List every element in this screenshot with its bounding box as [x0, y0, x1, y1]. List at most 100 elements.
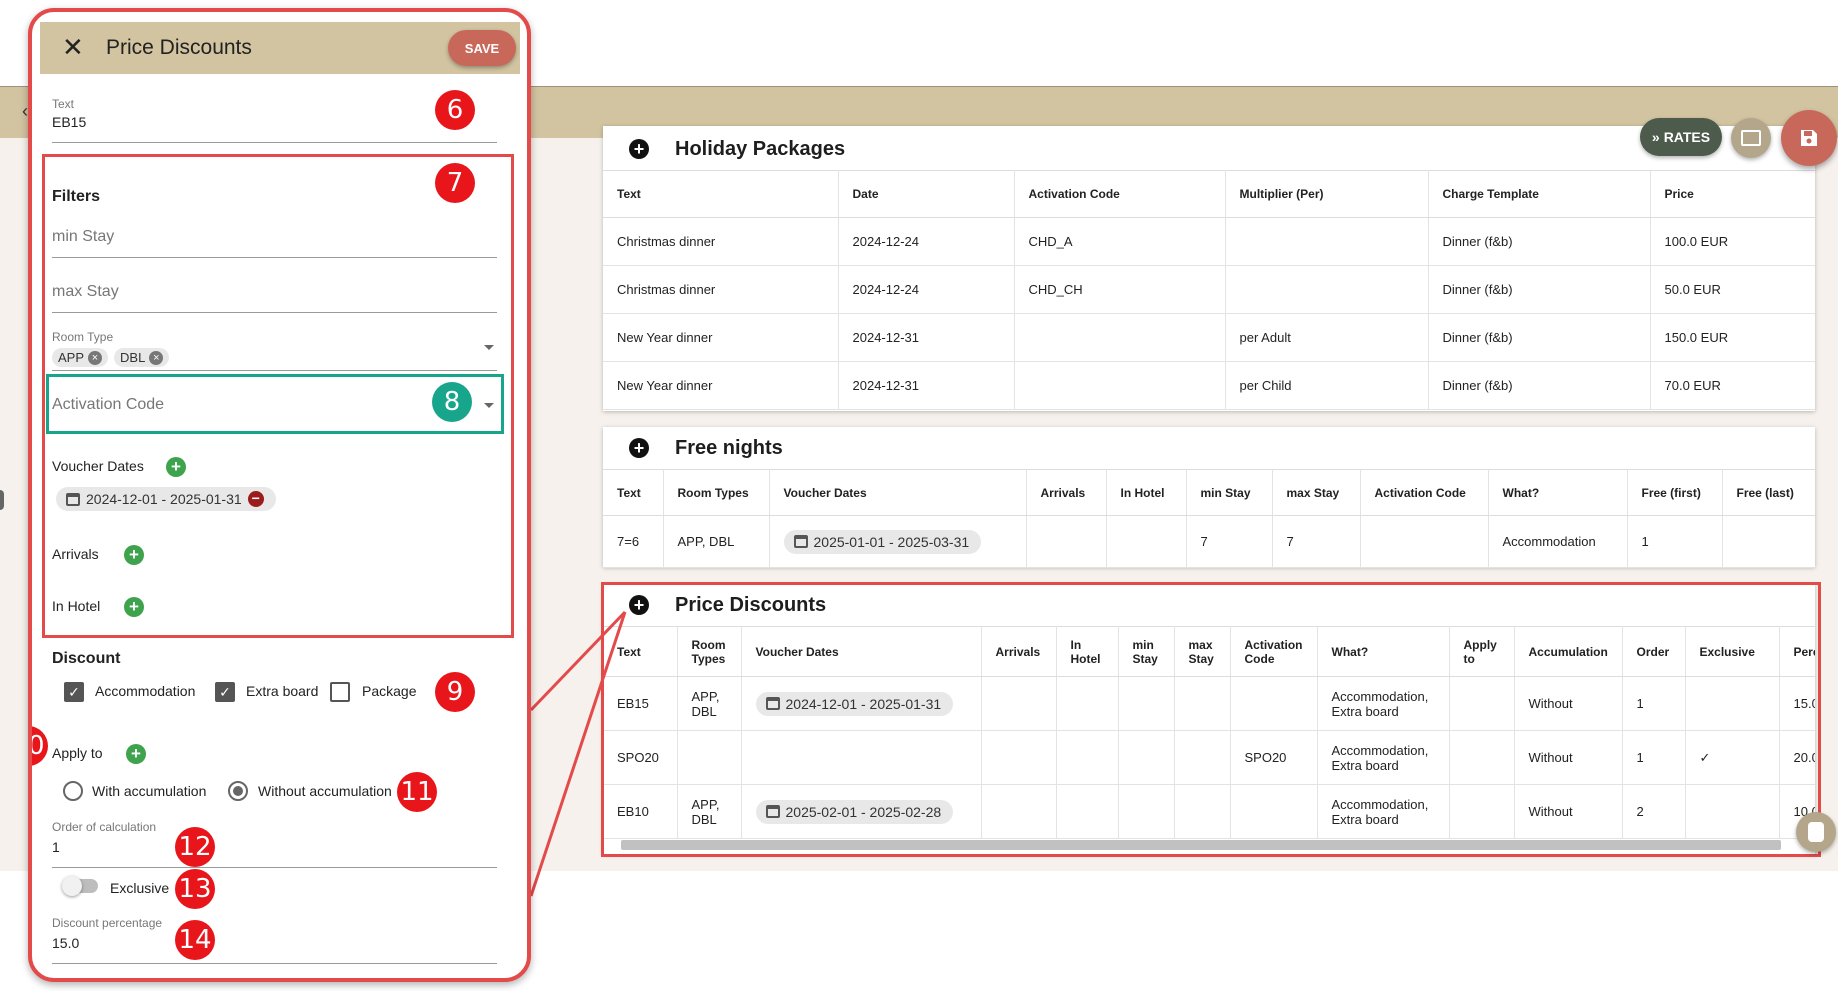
extra-board-checkbox[interactable]: ✓: [215, 682, 235, 702]
table-cell: [1118, 730, 1175, 785]
table-row[interactable]: New Year dinner 2024-12-31 per Adult Dinner…: [603, 313, 1815, 362]
close-icon[interactable]: ✕: [62, 32, 84, 62]
table-cell: [981, 730, 1057, 785]
exclusive-toggle[interactable]: [62, 874, 98, 898]
column-header[interactable]: Activation Code: [1360, 469, 1489, 516]
table-row[interactable]: EB10 APP, DBL 2025-02-01 - 2025-02-28 Accom…: [603, 784, 1815, 839]
column-header[interactable]: What?: [1488, 469, 1628, 516]
order-input[interactable]: 1: [52, 839, 60, 855]
rates-button[interactable]: » RATES: [1640, 118, 1722, 156]
table-cell: 2024-12-31: [838, 313, 1015, 362]
remove-chip-icon[interactable]: ×: [88, 350, 103, 365]
column-header[interactable]: min Stay: [1118, 626, 1175, 677]
column-header[interactable]: Free (first): [1627, 469, 1723, 516]
floppy-save-button[interactable]: [1781, 110, 1837, 166]
table-cell: 50.0 EUR: [1650, 265, 1815, 314]
add-arrivals-icon[interactable]: +: [124, 545, 144, 565]
holiday-packages-title: Holiday Packages: [675, 138, 846, 160]
table-row[interactable]: SPO20 SPO20 Accommodation, Extra board With…: [603, 730, 1815, 785]
add-apply-to-icon[interactable]: +: [126, 744, 146, 764]
badge-6: 6: [435, 90, 475, 130]
table-row[interactable]: Christmas dinner 2024-12-24 CHD_CH Dinner (…: [603, 265, 1815, 314]
table-cell: SPO20: [603, 730, 678, 785]
badge-7: 7: [435, 163, 475, 203]
table-cell: Without: [1514, 784, 1623, 839]
column-header[interactable]: Date: [838, 170, 1015, 218]
room-type-chip[interactable]: DBL ×: [114, 348, 170, 367]
column-header[interactable]: Order: [1622, 626, 1686, 677]
remove-date-icon[interactable]: −: [247, 491, 264, 507]
column-header[interactable]: Percer: [1779, 626, 1815, 677]
column-header[interactable]: Multiplier (Per): [1225, 170, 1429, 218]
column-header[interactable]: Exclusive: [1685, 626, 1780, 677]
free-nights-title: Free nights: [675, 437, 783, 459]
column-header[interactable]: Charge Template: [1428, 170, 1651, 218]
table-cell: 2025-01-01 - 2025-03-31: [769, 515, 1027, 568]
column-header[interactable]: Apply to: [1449, 626, 1515, 677]
expand-button[interactable]: [1731, 118, 1771, 158]
max-stay-underline: [52, 312, 497, 313]
table-cell: ✓: [1685, 730, 1780, 785]
date-range-chip: 2025-02-01 - 2025-02-28: [755, 799, 954, 824]
table-cell: EB15: [603, 676, 678, 731]
column-header[interactable]: Text: [603, 170, 839, 218]
voucher-dates-chip[interactable]: 2024-12-01 - 2025-01-31 −: [56, 487, 276, 511]
column-header[interactable]: In Hotel: [1056, 626, 1119, 677]
room-type-dropdown-icon[interactable]: [484, 345, 494, 350]
column-header[interactable]: Voucher Dates: [769, 469, 1027, 516]
save-button[interactable]: SAVE: [448, 30, 516, 66]
column-header[interactable]: Voucher Dates: [741, 626, 982, 677]
add-free-night-icon[interactable]: +: [629, 438, 649, 458]
column-header[interactable]: min Stay: [1186, 469, 1273, 516]
column-header[interactable]: Price: [1650, 170, 1815, 218]
add-holiday-package-icon[interactable]: +: [629, 139, 649, 159]
column-header[interactable]: What?: [1317, 626, 1450, 677]
table-cell: 1: [1622, 730, 1686, 785]
drag-handle-icon[interactable]: [0, 490, 4, 510]
exclusive-label: Exclusive: [110, 880, 170, 896]
with-accumulation-radio[interactable]: [63, 781, 83, 801]
table-row[interactable]: Christmas dinner 2024-12-24 CHD_A Dinner (f…: [603, 217, 1815, 266]
add-in-hotel-icon[interactable]: +: [124, 597, 144, 617]
min-stay-input[interactable]: min Stay: [52, 228, 115, 245]
table-cell: APP, DBL: [677, 676, 742, 731]
room-type-chip[interactable]: APP ×: [52, 348, 109, 367]
add-voucher-date-icon[interactable]: +: [166, 457, 186, 477]
text-field-input[interactable]: EB15: [52, 114, 87, 130]
table-cell: [981, 784, 1057, 839]
help-widget-button[interactable]: [1796, 812, 1836, 852]
add-price-discount-icon[interactable]: +: [629, 595, 649, 615]
column-header[interactable]: Room Types: [677, 626, 742, 677]
column-header[interactable]: Text: [603, 626, 678, 677]
table-cell: [1685, 676, 1780, 731]
table-row[interactable]: New Year dinner 2024-12-31 per Child Dinner…: [603, 361, 1815, 410]
max-stay-input[interactable]: max Stay: [52, 283, 119, 300]
table-cell: [1360, 515, 1489, 568]
accommodation-checkbox[interactable]: ✓: [64, 682, 84, 702]
column-header[interactable]: Free (last): [1722, 469, 1815, 516]
column-header[interactable]: max Stay: [1174, 626, 1231, 677]
remove-chip-icon[interactable]: ×: [149, 350, 164, 365]
discount-percentage-input[interactable]: 15.0: [52, 935, 80, 951]
column-header[interactable]: Arrivals: [1026, 469, 1107, 516]
column-header[interactable]: In Hotel: [1106, 469, 1187, 516]
column-header[interactable]: max Stay: [1272, 469, 1361, 516]
back-arrow-icon[interactable]: ‹: [22, 101, 28, 121]
column-header[interactable]: Accumulation: [1514, 626, 1623, 677]
column-header[interactable]: Text: [603, 469, 664, 516]
room-type-select[interactable]: APP × DBL ×: [52, 348, 170, 367]
horizontal-scrollbar[interactable]: [621, 840, 1781, 850]
column-header[interactable]: Activation Code: [1014, 170, 1226, 218]
table-row[interactable]: 7=6 APP, DBL 2025-01-01 - 2025-03-31 7 7 Acco…: [603, 515, 1815, 568]
holiday-packages-table: Text Date Activation Code Multiplier (Per) C…: [603, 170, 1815, 410]
activation-code-dropdown-icon[interactable]: [484, 403, 494, 408]
table-cell: 7=6: [603, 515, 664, 568]
column-header[interactable]: Activation Code: [1230, 626, 1318, 677]
price-discounts-highlight: [601, 582, 1821, 857]
column-header[interactable]: Arrivals: [981, 626, 1057, 677]
column-header[interactable]: Room Types: [663, 469, 770, 516]
package-checkbox[interactable]: [330, 682, 350, 702]
table-row[interactable]: EB15 APP, DBL 2024-12-01 - 2025-01-31 Accom…: [603, 676, 1815, 731]
activation-code-select[interactable]: Activation Code: [52, 396, 165, 413]
without-accumulation-radio[interactable]: [228, 781, 248, 801]
